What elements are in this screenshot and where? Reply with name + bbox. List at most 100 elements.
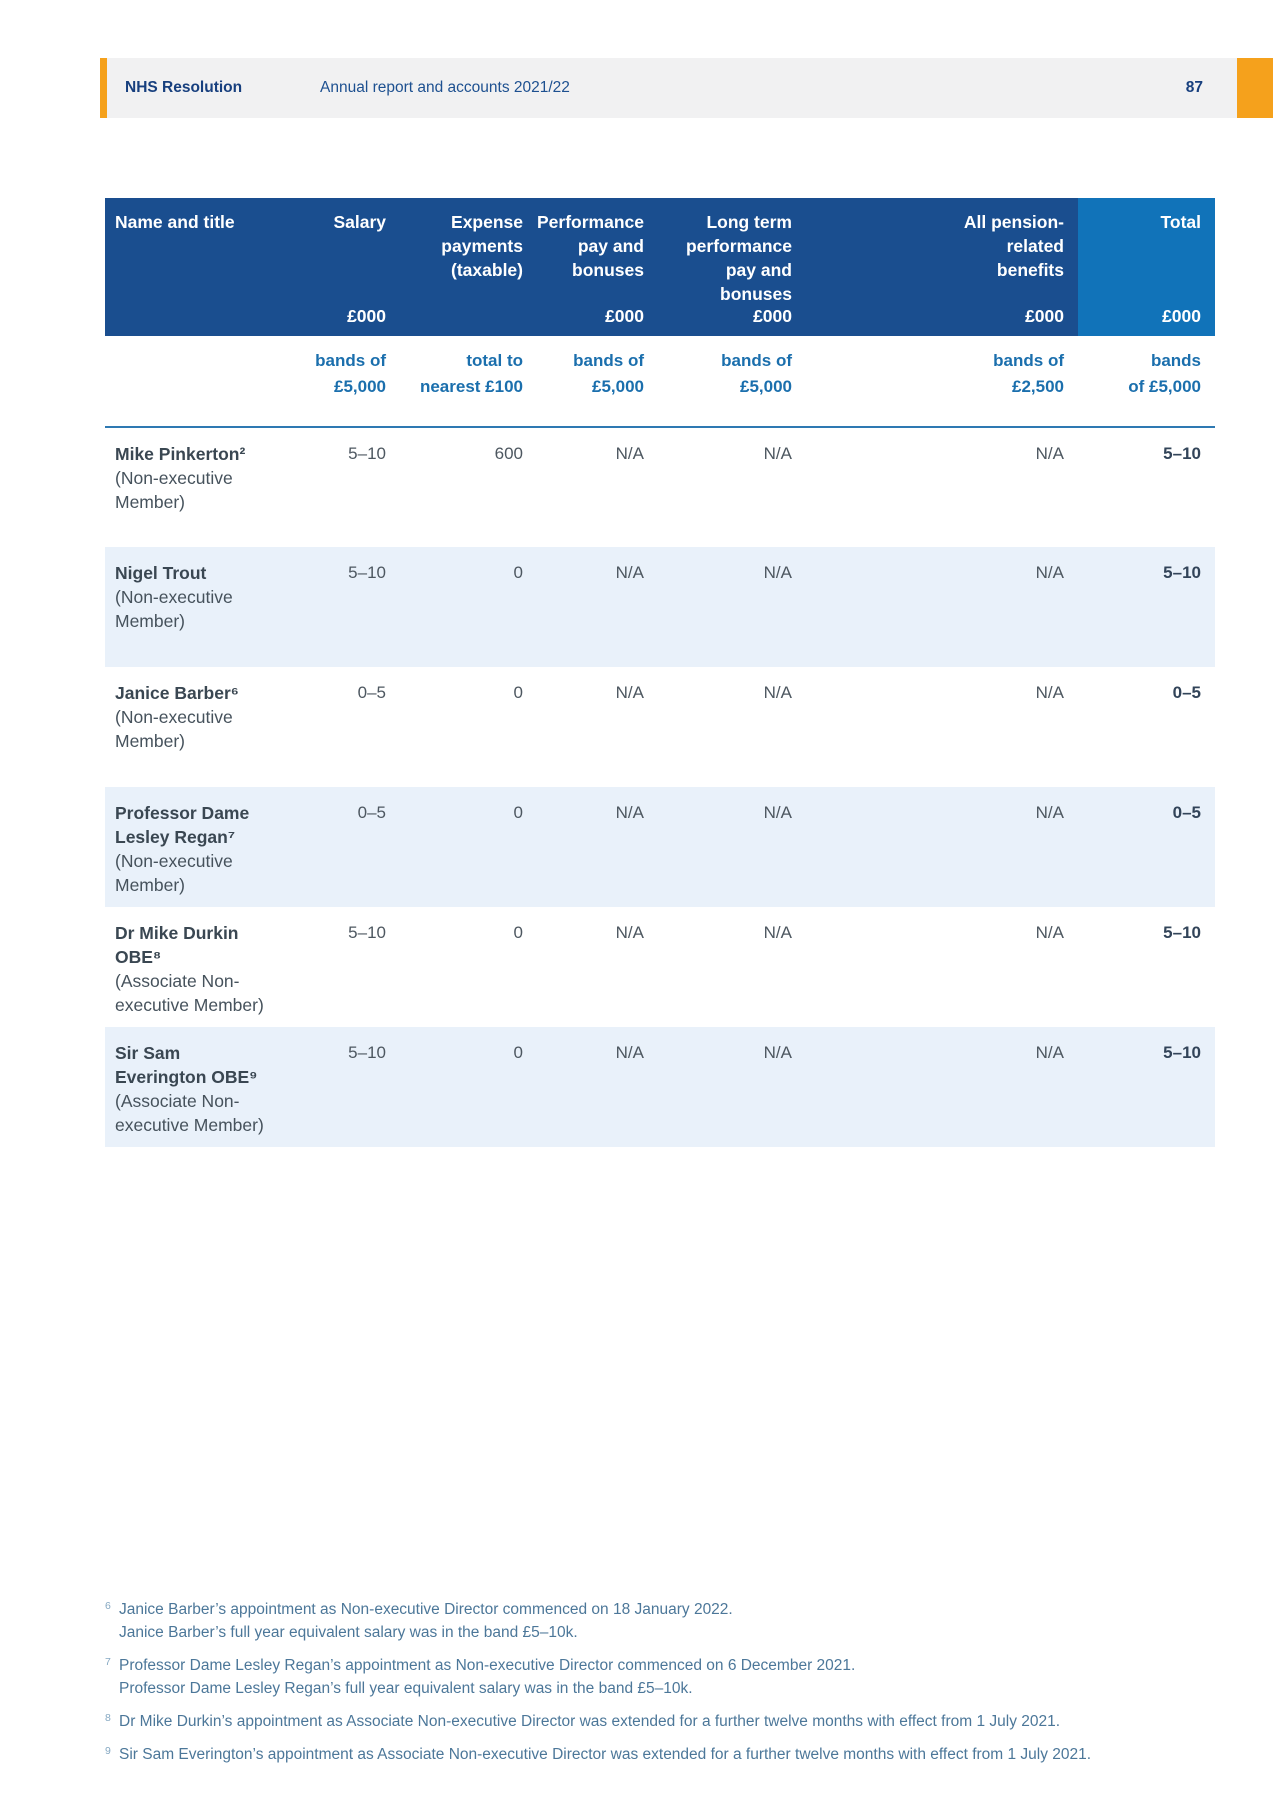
person-title: (Non-executive Member) [115, 851, 233, 895]
band-cell-name [105, 336, 290, 428]
salary-cell: 5–10 [290, 547, 400, 667]
person-name: Sir Sam Everington OBE⁹ [115, 1043, 258, 1087]
total-cell: 5–10 [1078, 547, 1215, 667]
person-name: Janice Barber⁶ [115, 683, 239, 703]
long-term-cell: N/A [763, 923, 792, 942]
long-term-cell: N/A [658, 1027, 806, 1147]
salary-cell: 5–10 [348, 444, 386, 463]
table-row: Dr Mike Durkin OBE⁸ (Associate Non- exec… [105, 907, 1215, 1027]
long-term-cell: N/A [658, 547, 806, 667]
column-unit: £000 [1162, 306, 1201, 326]
salary-cell: 5–10 [348, 923, 386, 942]
salary-cell: 0–5 [357, 683, 386, 702]
name-cell: Janice Barber⁶ (Non-executive Member) [105, 667, 290, 787]
page-number: 87 [1185, 79, 1203, 96]
footnote: 6 Janice Barber’s appointment as Non-exe… [105, 1598, 1255, 1644]
column-label: All pension- related benefits [963, 212, 1064, 280]
column-label: Name and title [115, 212, 235, 232]
expense-cell: 0 [513, 683, 523, 702]
column-unit: £000 [605, 306, 644, 326]
footnote: 8 Dr Mike Durkin’s appointment as Associ… [105, 1710, 1255, 1733]
name-cell: Sir Sam Everington OBE⁹ (Associate Non- … [105, 1027, 290, 1147]
performance-cell: N/A [615, 923, 644, 942]
orange-corner-block [1237, 58, 1273, 118]
column-header-salary: Salary £000 [290, 198, 400, 336]
footnote-marker: 6 [105, 1600, 111, 1612]
footnotes: 6 Janice Barber’s appointment as Non-exe… [105, 1598, 1255, 1776]
person-name: Professor Dame Lesley Regan⁷ [115, 803, 250, 847]
footnote-text: Sir Sam Everington’s appointment as Asso… [119, 1746, 1092, 1763]
remuneration-table: Name and title Salary £000 Expense payme… [105, 198, 1215, 1147]
footnote-text: Professor Dame Lesley Regan’s appointmen… [119, 1657, 856, 1697]
column-header-long-term-performance-pay: Long term performance pay and bonuses £0… [658, 198, 806, 336]
expense-cell: 0 [513, 923, 523, 942]
column-header-performance-pay: Performance pay and bonuses £000 [537, 198, 658, 336]
table-row: Mike Pinkerton² (Non-executive Member) 5… [105, 427, 1215, 547]
band-cell-salary: bands of £5,000 [290, 336, 400, 428]
person-title: (Non-executive Member) [115, 587, 233, 631]
column-label: Salary [333, 212, 386, 232]
page-header: NHS Resolution Annual report and account… [107, 58, 1237, 118]
column-label: Total [1160, 212, 1201, 232]
column-unit: £000 [1025, 306, 1064, 326]
person-name: Nigel Trout [115, 563, 207, 583]
total-cell: 0–5 [1172, 683, 1201, 702]
pension-cell: N/A [1035, 923, 1064, 942]
table-row: Nigel Trout (Non-executive Member) 5–10 … [105, 547, 1215, 667]
expense-cell: 600 [494, 444, 523, 463]
column-label: Expense payments (taxable) [441, 212, 523, 280]
person-name: Mike Pinkerton² [115, 444, 246, 464]
column-unit: £000 [753, 306, 792, 326]
table-header-row: Name and title Salary £000 Expense payme… [105, 198, 1215, 336]
column-header-expense-payments: Expense payments (taxable) [400, 198, 537, 336]
document-title: Annual report and accounts 2021/22 [320, 79, 570, 96]
expense-cell: 0 [400, 787, 537, 907]
expense-cell: 0 [400, 547, 537, 667]
name-cell: Dr Mike Durkin OBE⁸ (Associate Non- exec… [105, 907, 290, 1027]
column-label: Long term performance pay and bonuses [685, 212, 792, 304]
band-cell-long-term: bands of £5,000 [658, 336, 806, 428]
performance-cell: N/A [537, 787, 658, 907]
footnote-text: Dr Mike Durkin’s appointment as Associat… [119, 1713, 1061, 1730]
pension-cell: N/A [1035, 444, 1064, 463]
column-header-name-and-title: Name and title [105, 198, 290, 336]
table-row: Sir Sam Everington OBE⁹ (Associate Non- … [105, 1027, 1215, 1147]
salary-cell: 0–5 [290, 787, 400, 907]
footnote: 7 Professor Dame Lesley Regan’s appointm… [105, 1654, 1255, 1700]
band-cell-performance: bands of £5,000 [537, 336, 658, 428]
table-row: Professor Dame Lesley Regan⁷ (Non-execut… [105, 787, 1215, 907]
orange-accent-bar [100, 58, 107, 118]
total-cell: 5–10 [1163, 444, 1201, 463]
pension-cell: N/A [806, 1027, 1078, 1147]
performance-cell: N/A [615, 444, 644, 463]
person-title: (Non-executive Member) [115, 468, 233, 512]
name-cell: Mike Pinkerton² (Non-executive Member) [105, 427, 290, 547]
column-header-pension-benefits: All pension- related benefits £000 [806, 198, 1078, 336]
person-title: (Non-executive Member) [115, 707, 233, 751]
band-cell-total: bands of £5,000 [1078, 336, 1215, 428]
name-cell: Nigel Trout (Non-executive Member) [105, 547, 290, 667]
person-name: Dr Mike Durkin OBE⁸ [115, 923, 239, 967]
footnote-marker: 9 [105, 1745, 111, 1757]
performance-cell: N/A [537, 1027, 658, 1147]
pension-cell: N/A [1035, 683, 1064, 702]
person-title: (Associate Non- executive Member) [115, 1091, 264, 1135]
long-term-cell: N/A [763, 444, 792, 463]
long-term-cell: N/A [763, 683, 792, 702]
footnote-text: Janice Barber’s appointment as Non-execu… [119, 1601, 733, 1641]
table-band-row: bands of £5,000 total to nearest £100 ba… [105, 336, 1215, 428]
footnote-marker: 8 [105, 1712, 111, 1724]
column-header-total: Total £000 [1078, 198, 1215, 336]
band-cell-pension: bands of £2,500 [806, 336, 1078, 428]
long-term-cell: N/A [658, 787, 806, 907]
performance-cell: N/A [615, 683, 644, 702]
total-cell: 5–10 [1078, 1027, 1215, 1147]
footnote-marker: 7 [105, 1656, 111, 1668]
column-unit: £000 [347, 306, 386, 326]
pension-cell: N/A [806, 547, 1078, 667]
footnote: 9 Sir Sam Everington’s appointment as As… [105, 1743, 1255, 1766]
performance-cell: N/A [537, 547, 658, 667]
name-cell: Professor Dame Lesley Regan⁷ (Non-execut… [105, 787, 290, 907]
band-cell-expense: total to nearest £100 [400, 336, 537, 428]
